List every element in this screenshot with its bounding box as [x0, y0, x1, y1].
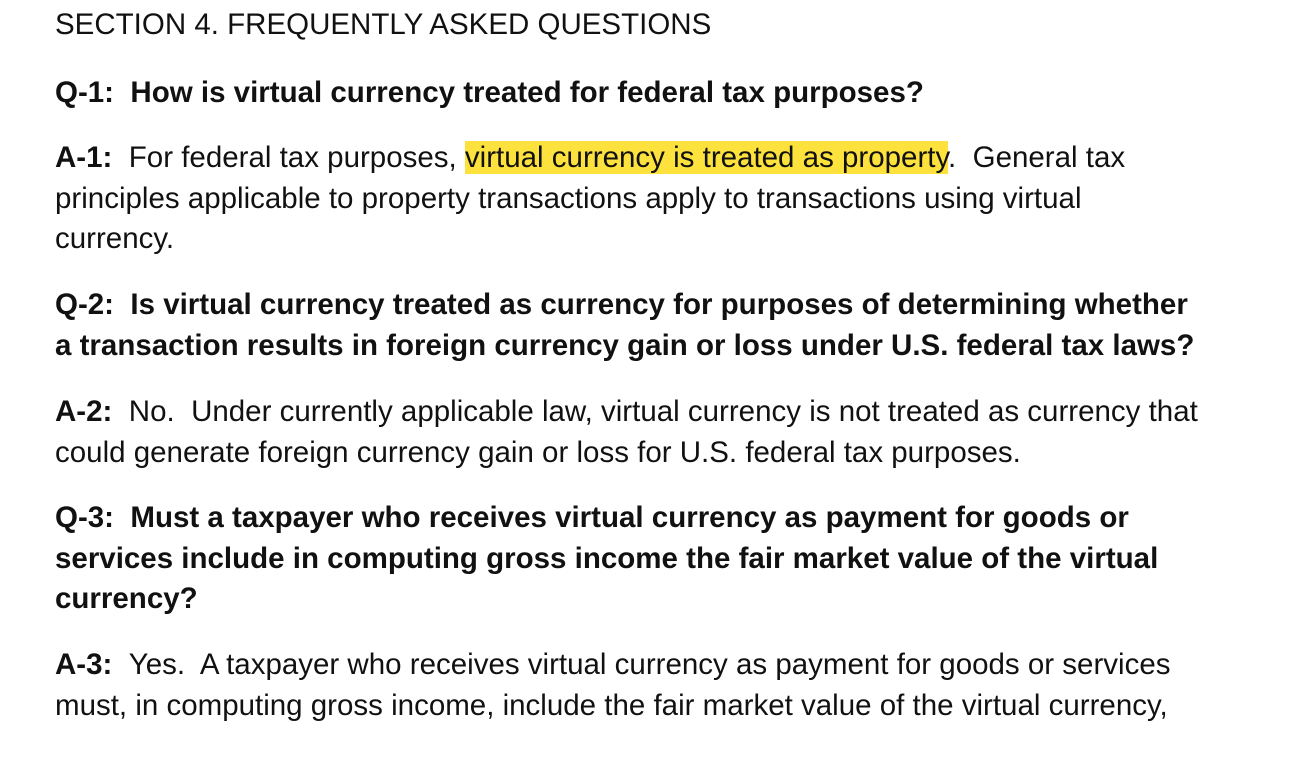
question-2-line-2: a transaction results in foreign currenc… — [55, 328, 1195, 362]
question-1-text: How is virtual currency treated for fede… — [130, 76, 924, 109]
answer-3: A-3: Yes. A taxpayer who receives virtua… — [55, 645, 1255, 726]
question-1-label: Q-1: — [55, 76, 114, 109]
answer-2-line-1: A-2: No. Under currently applicable law,… — [55, 392, 1255, 433]
answer-3-text-1: Yes. A taxpayer who receives virtual cur… — [128, 648, 1171, 681]
question-3-line-3: currency? — [55, 582, 198, 615]
question-2-label: Q-2: — [55, 288, 114, 321]
answer-1-text-post: . General tax — [948, 141, 1126, 174]
answer-3-line-2: must, in computing gross income, include… — [55, 688, 1168, 722]
answer-1: A-1: For federal tax purposes, virtual c… — [55, 138, 1255, 260]
answer-1-label: A-1: — [55, 141, 113, 174]
answer-2-line-2: could generate foreign currency gain or … — [55, 435, 1021, 469]
question-3-line-1: Q-3: Must a taxpayer who receives virtua… — [55, 498, 1255, 539]
answer-2: A-2: No. Under currently applicable law,… — [55, 392, 1255, 473]
section-heading: SECTION 4. FREQUENTLY ASKED QUESTIONS — [55, 8, 712, 41]
answer-1-line-2: principles applicable to property transa… — [55, 181, 1082, 215]
highlighted-text: virtual currency is treated as property — [464, 141, 949, 174]
question-3-text-1: Must a taxpayer who receives virtual cur… — [130, 501, 1129, 534]
question-3-line-2: services include in computing gross inco… — [55, 541, 1159, 575]
answer-1-line-1: A-1: For federal tax purposes, virtual c… — [55, 138, 1255, 179]
answer-2-label: A-2: — [55, 395, 113, 428]
question-2-text-1: Is virtual currency treated as currency … — [130, 288, 1188, 321]
question-1: Q-1: How is virtual currency treated for… — [55, 73, 1255, 114]
question-3-label: Q-3: — [55, 501, 114, 534]
answer-1-line-3: currency. — [55, 222, 175, 255]
answer-2-text-1: No. Under currently applicable law, virt… — [128, 395, 1198, 428]
question-3: Q-3: Must a taxpayer who receives virtua… — [55, 498, 1255, 620]
answer-3-line-1: A-3: Yes. A taxpayer who receives virtua… — [55, 645, 1255, 686]
question-2: Q-2: Is virtual currency treated as curr… — [55, 285, 1255, 366]
answer-1-text-pre: For federal tax purposes, — [128, 141, 457, 174]
answer-3-label: A-3: — [55, 648, 113, 681]
question-2-line-1: Q-2: Is virtual currency treated as curr… — [55, 285, 1255, 326]
